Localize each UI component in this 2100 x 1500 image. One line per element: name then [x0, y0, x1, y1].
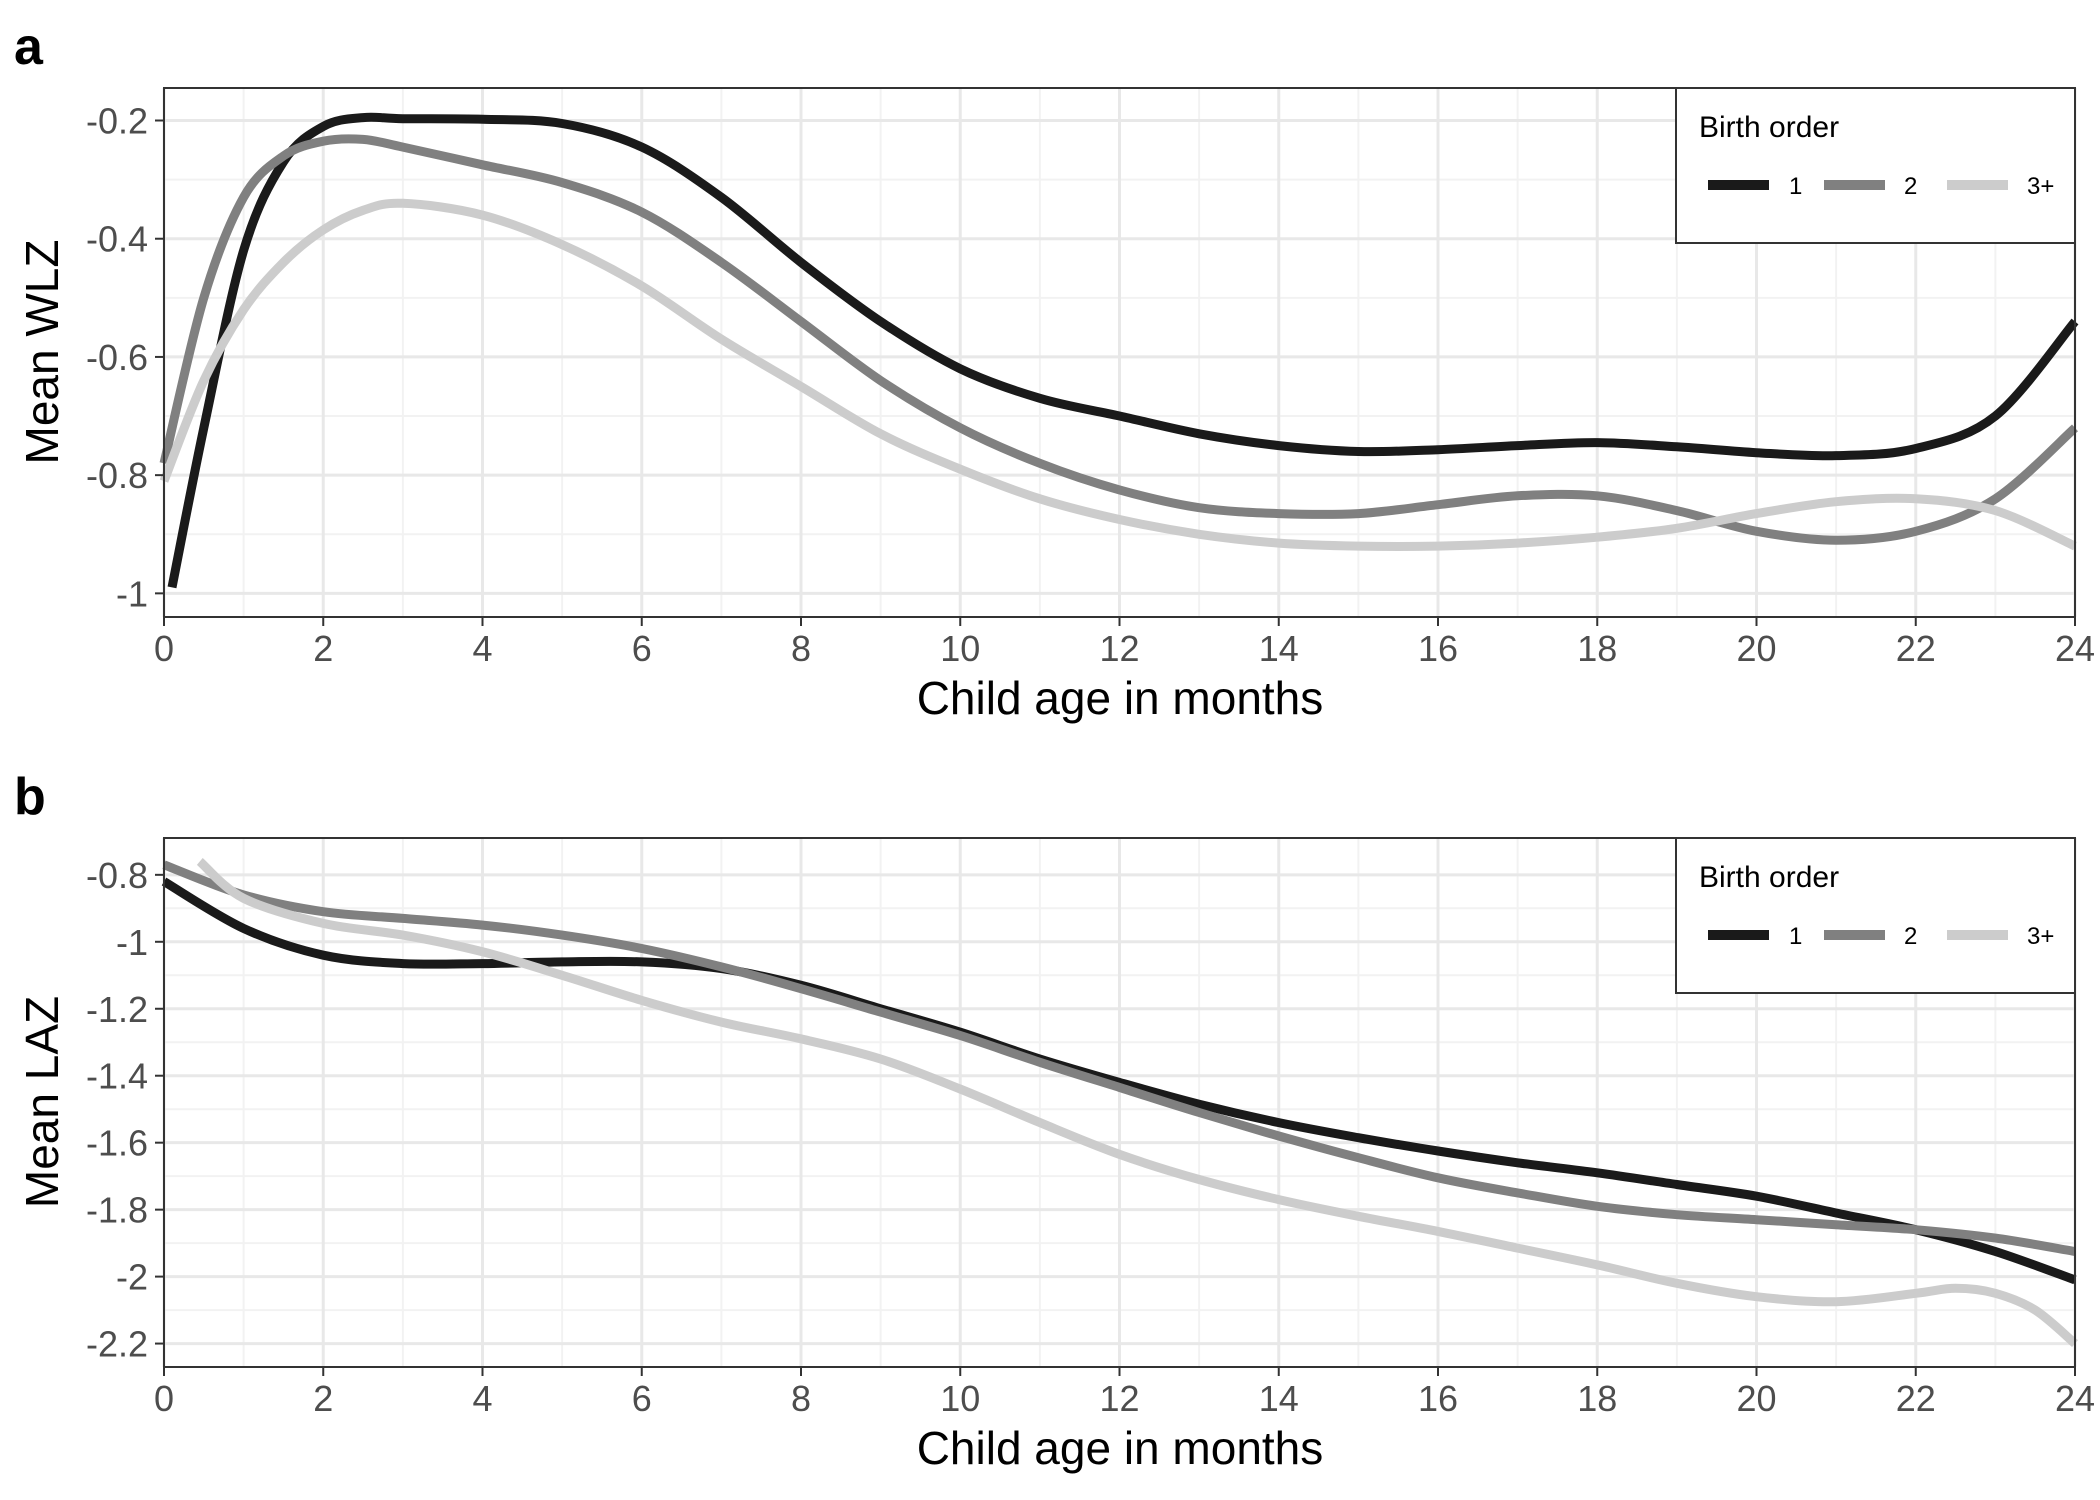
- panel-b-y-tick-label: -2.2: [86, 1324, 148, 1365]
- panel-b-x-tick-label: 14: [1259, 1378, 1299, 1419]
- panel-b-legend: Birth order 1 2 3+: [1675, 837, 2076, 994]
- panel-b-x-tick-label: 0: [154, 1378, 174, 1419]
- panel-a-y-tick-label: -0.6: [86, 337, 148, 378]
- panel-b-x-ticks: 0 2 4 6 8 10 12 14 16 18 20 22 24: [154, 1367, 2095, 1419]
- panel-b-x-tick-label: 4: [472, 1378, 492, 1419]
- panel-a-x-tick-label: 2: [313, 628, 333, 669]
- panel-b-series-line-2: [162, 860, 2076, 1256]
- panel-b-x-tick-label: 22: [1896, 1378, 1936, 1419]
- panel-a: a 0 2 4 6 8 10 12 14 16 18 20 22 24 -1-0.8-0.6-0.4-0…: [14, 18, 2095, 724]
- panel-a-series-line-3: [159, 198, 2077, 551]
- panel-a-legend-label-1: 1: [1789, 173, 1802, 200]
- panel-a-x-tick-label: 0: [154, 628, 174, 669]
- panel-a-x-tick-label: 6: [632, 628, 652, 669]
- panel-a-x-tick-label: 18: [1577, 628, 1617, 669]
- panel-a-legend: Birth order 1 2 3+: [1675, 87, 2076, 244]
- panel-a-legend-title: Birth order: [1699, 111, 1839, 144]
- panel-a-legend-label-2: 2: [1904, 173, 1917, 200]
- panel-b-legend-title: Birth order: [1699, 861, 1839, 894]
- panel-b-y-tick-label: -1.2: [86, 989, 148, 1030]
- panel-a-y-tick-label: -0.4: [86, 219, 148, 260]
- panel-b-x-tick-label: 24: [2055, 1378, 2095, 1419]
- panel-a-x-tick-label: 8: [791, 628, 811, 669]
- panel-b-legend-label-1: 1: [1789, 923, 1802, 950]
- panel-a-y-tick-label: -1: [116, 573, 148, 614]
- panel-a-y-axis-title: Mean WLZ: [16, 240, 68, 465]
- panel-a-series-line-1: [167, 112, 2079, 589]
- panel-a-legend-box: [1675, 87, 2076, 244]
- panel-a-y-tick-label: -0.8: [86, 455, 148, 496]
- panel-a-x-tick-label: 4: [472, 628, 492, 669]
- panel-b-x-tick-label: 2: [313, 1378, 333, 1419]
- panel-b-x-tick-label: 12: [1099, 1378, 1139, 1419]
- panel-b-legend-label-2: 2: [1904, 923, 1917, 950]
- panel-a-y-tick-label: -0.2: [86, 101, 148, 142]
- panel-b-y-tick-label: -0.8: [86, 855, 148, 896]
- panel-a-legend-label-3: 3+: [2027, 173, 2054, 200]
- panel-a-y-ticks: -1 -0.8 -0.6 -0.4 -0.2: [86, 101, 164, 614]
- panel-b-y-ticks: -2.2 -2 -1.8 -1.6 -1.4 -1.2 -1 -0.8: [86, 855, 164, 1365]
- panel-b-y-axis-title: Mean LAZ: [16, 996, 68, 1208]
- panel-a-x-tick-label: 20: [1736, 628, 1776, 669]
- panel-b-y-tick-label: -2: [116, 1257, 148, 1298]
- panel-a-x-tick-label: 16: [1418, 628, 1458, 669]
- panel-b-letter: b: [14, 768, 46, 826]
- panel-b-legend-label-3: 3+: [2027, 923, 2054, 950]
- panel-b-x-tick-label: 8: [791, 1378, 811, 1419]
- panel-b-x-tick-label: 18: [1577, 1378, 1617, 1419]
- panel-b-x-tick-label: 10: [940, 1378, 980, 1419]
- panel-b-legend-box: [1675, 837, 2076, 994]
- panel-a-x-tick-label: 14: [1259, 628, 1299, 669]
- panel-b-y-tick-label: -1.6: [86, 1123, 148, 1164]
- panel-a-x-ticks: 0 2 4 6 8 10 12 14 16 18 20 22 24: [154, 617, 2095, 669]
- panel-a-letter: a: [14, 18, 44, 76]
- panel-a-x-tick-label: 10: [940, 628, 980, 669]
- panel-a-x-tick-label: 24: [2055, 628, 2095, 669]
- panel-b-x-tick-label: 20: [1736, 1378, 1776, 1419]
- panel-b-y-tick-label: -1: [116, 922, 148, 963]
- panel-a-x-axis-title: Child age in months: [917, 672, 1324, 724]
- panel-b: b 0 2 4 6 8 10 12 14 16 18 20 22 24 -2.2-2-1.8-1.6-1…: [14, 768, 2095, 1474]
- panel-b-y-tick-label: -1.8: [86, 1190, 148, 1231]
- panel-b-x-tick-label: 6: [632, 1378, 652, 1419]
- panel-b-series-line-3: [196, 857, 2078, 1348]
- panel-b-x-axis-title: Child age in months: [917, 1422, 1324, 1474]
- panel-b-series-line-1: [161, 877, 2077, 1285]
- panel-a-series-lines: [159, 112, 2079, 589]
- panel-b-x-tick-label: 16: [1418, 1378, 1458, 1419]
- panel-b-y-tick-label: -1.4: [86, 1056, 148, 1097]
- panel-a-x-tick-label: 12: [1099, 628, 1139, 669]
- panel-a-x-tick-label: 22: [1896, 628, 1936, 669]
- panel-b-series-lines: [161, 857, 2078, 1348]
